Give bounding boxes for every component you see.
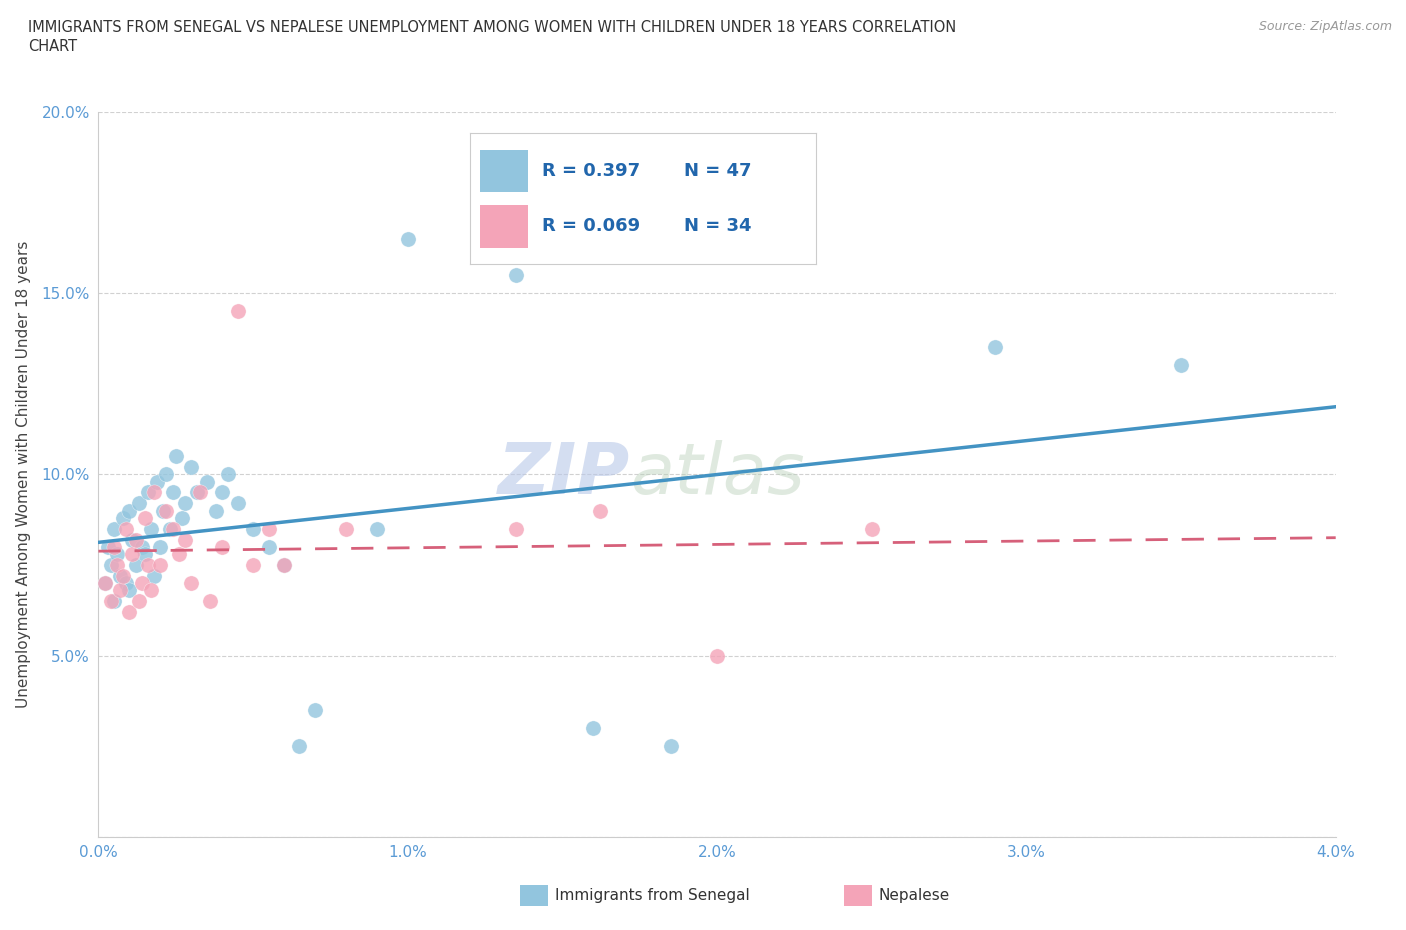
Point	[100, 594, 122, 609]
Point	[131, 576, 153, 591]
Point	[100, 558, 122, 573]
Point	[124, 558, 146, 573]
Point	[115, 521, 138, 536]
Point	[180, 459, 202, 474]
Point	[136, 485, 159, 500]
Point	[165, 449, 187, 464]
Point	[146, 474, 169, 489]
Point	[121, 547, 143, 562]
Point	[1170, 358, 1192, 373]
Point	[170, 511, 193, 525]
Point	[396, 232, 419, 246]
Point	[162, 521, 184, 536]
Text: Source: ZipAtlas.com: Source: ZipAtlas.com	[1258, 20, 1392, 33]
Point	[174, 532, 197, 547]
Point	[136, 558, 159, 573]
Point	[198, 594, 221, 609]
Point	[167, 547, 190, 562]
Point	[205, 503, 228, 518]
Point	[108, 568, 131, 583]
Point	[143, 485, 166, 500]
Text: Immigrants from Senegal: Immigrants from Senegal	[555, 888, 751, 903]
Text: Nepalese: Nepalese	[879, 888, 950, 903]
Point	[588, 503, 610, 518]
Point	[984, 340, 1007, 355]
Point	[118, 604, 141, 619]
Point	[366, 521, 388, 536]
Point	[273, 558, 295, 573]
Point	[273, 558, 295, 573]
Point	[112, 568, 135, 583]
Point	[217, 467, 239, 482]
Point	[335, 521, 357, 536]
Point	[582, 721, 605, 736]
Point	[211, 539, 233, 554]
Point	[155, 503, 177, 518]
Point	[128, 496, 150, 511]
Point	[242, 558, 264, 573]
Point	[505, 268, 527, 283]
Point	[128, 594, 150, 609]
Point	[190, 485, 212, 500]
Point	[139, 521, 162, 536]
Point	[860, 521, 883, 536]
Point	[659, 738, 682, 753]
Point	[118, 503, 141, 518]
Text: atlas: atlas	[630, 440, 806, 509]
Text: ZIP: ZIP	[498, 440, 630, 509]
Point	[108, 583, 131, 598]
Text: IMMIGRANTS FROM SENEGAL VS NEPALESE UNEMPLOYMENT AMONG WOMEN WITH CHILDREN UNDER: IMMIGRANTS FROM SENEGAL VS NEPALESE UNEM…	[28, 20, 956, 35]
Point	[134, 511, 156, 525]
Point	[115, 576, 138, 591]
Point	[162, 485, 184, 500]
Point	[226, 303, 249, 318]
Point	[149, 558, 172, 573]
Point	[226, 496, 249, 511]
Text: CHART: CHART	[28, 39, 77, 54]
Point	[505, 521, 527, 536]
Point	[112, 511, 135, 525]
Y-axis label: Unemployment Among Women with Children Under 18 years: Unemployment Among Women with Children U…	[15, 241, 31, 708]
Point	[155, 467, 177, 482]
Point	[257, 521, 280, 536]
Point	[121, 532, 143, 547]
Point	[103, 539, 125, 554]
Point	[105, 547, 128, 562]
Point	[159, 521, 181, 536]
Point	[131, 539, 153, 554]
Point	[124, 532, 146, 547]
Point	[180, 576, 202, 591]
Point	[134, 547, 156, 562]
Point	[103, 521, 125, 536]
Point	[93, 576, 115, 591]
Point	[242, 521, 264, 536]
Point	[97, 539, 120, 554]
Point	[149, 539, 172, 554]
Point	[288, 738, 311, 753]
Point	[143, 568, 166, 583]
Point	[105, 558, 128, 573]
Point	[304, 703, 326, 718]
Point	[195, 474, 218, 489]
Point	[93, 576, 115, 591]
Point	[118, 583, 141, 598]
Point	[103, 594, 125, 609]
Point	[211, 485, 233, 500]
Point	[152, 503, 174, 518]
Point	[257, 539, 280, 554]
Point	[174, 496, 197, 511]
Point	[706, 648, 728, 663]
Point	[139, 583, 162, 598]
Point	[186, 485, 208, 500]
